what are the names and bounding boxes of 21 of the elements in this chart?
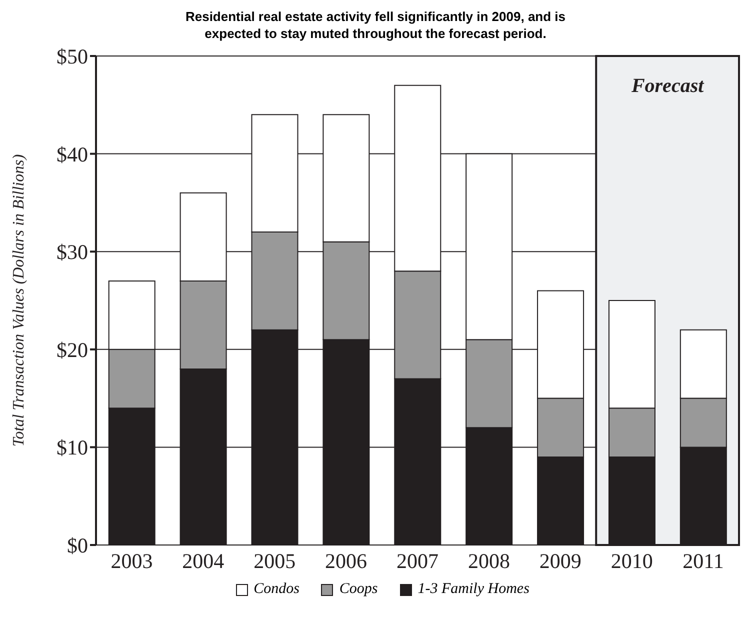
y-tick-label: $20 xyxy=(56,338,88,362)
chart-title: Residential real estate activity fell significantly in 2009, and is expected to stay muted throughout the forecast period. xyxy=(184,8,567,42)
y-tick-label: $30 xyxy=(56,240,88,264)
legend-label: Coops xyxy=(339,581,378,598)
x-tick-label: 2007 xyxy=(396,548,438,573)
legend-label: 1-3 Family Homes xyxy=(418,581,530,598)
band-label: Forecast xyxy=(630,75,706,98)
y-tick-label: $50 xyxy=(56,44,88,68)
x-tick-label: 2004 xyxy=(182,548,225,573)
x-tick-label: 2005 xyxy=(254,548,296,573)
x-tick-label: 2008 xyxy=(468,548,510,573)
y-tick-label: $40 xyxy=(56,142,88,166)
x-tick-label: 2006 xyxy=(325,548,368,573)
legend-label: Condos xyxy=(254,581,300,598)
x-tick-label: 2011 xyxy=(682,548,724,573)
y-axis-title: Total Transaction Values (Dollars in Billions) xyxy=(10,154,28,447)
x-tick-label: 2003 xyxy=(110,548,153,573)
y-tick-label: $10 xyxy=(56,436,88,460)
x-tick-label: 2010 xyxy=(610,548,653,573)
y-tick-label: $0 xyxy=(67,533,88,558)
x-tick-label: 2009 xyxy=(539,548,582,573)
